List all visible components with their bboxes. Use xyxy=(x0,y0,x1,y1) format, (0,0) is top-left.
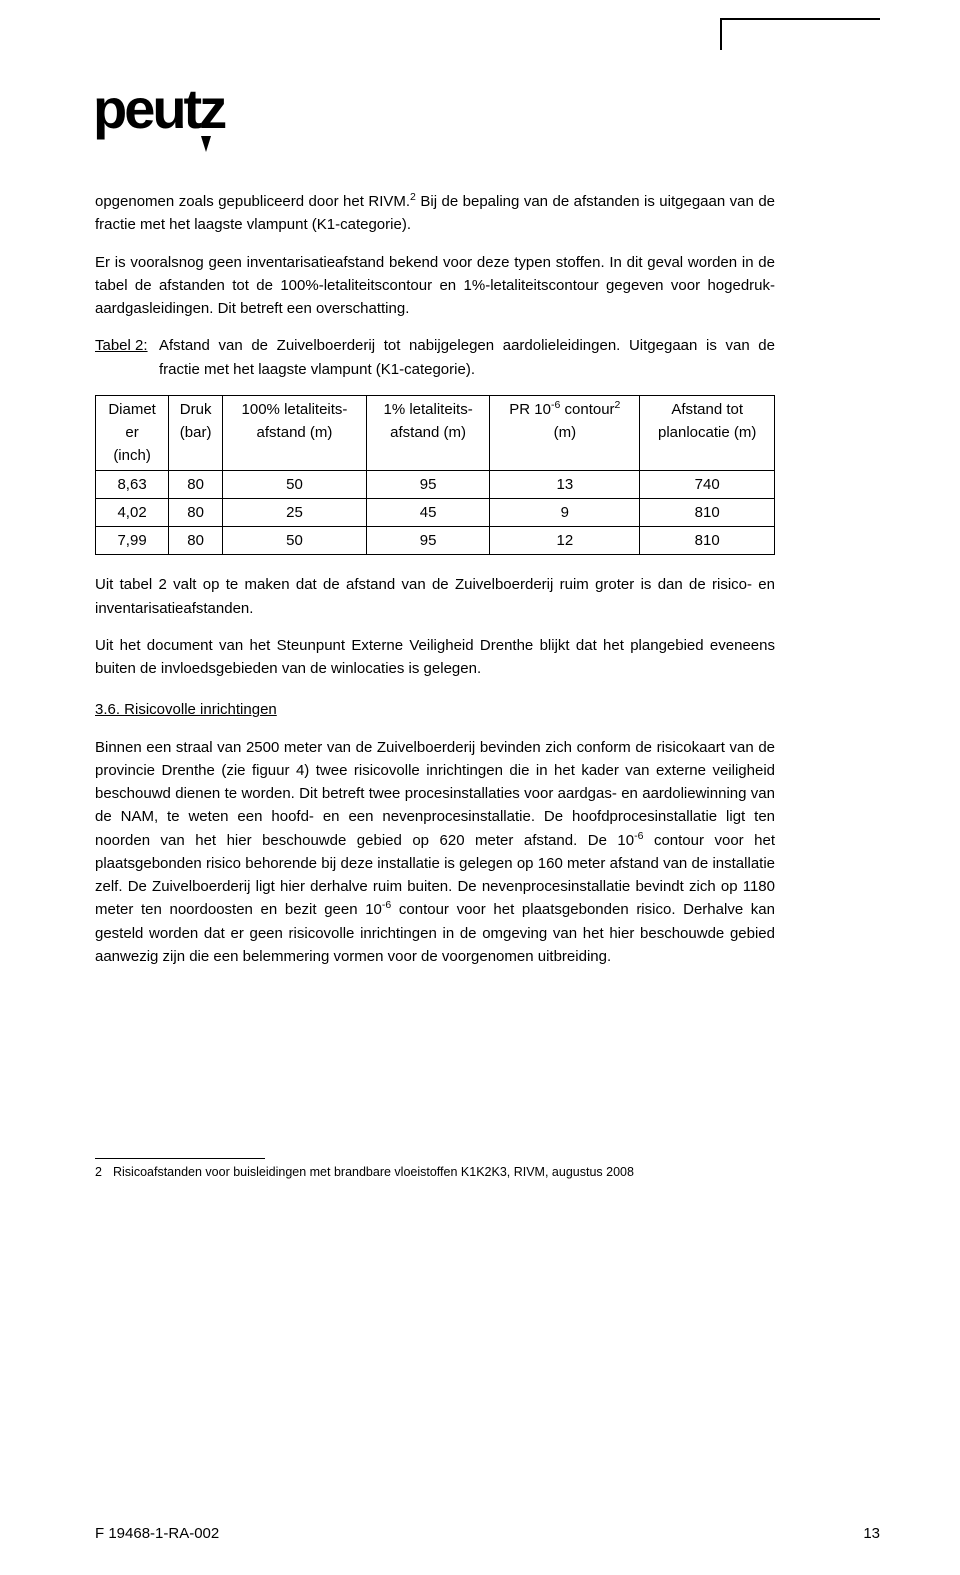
page-footer: F 19468-1-RA-002 13 xyxy=(95,1522,880,1545)
table-row: 8,63 80 50 95 13 740 xyxy=(96,470,775,498)
col-pr-contour: PR 10-6 contour2 (m) xyxy=(490,395,640,470)
col-diameter: Diamet er (inch) xyxy=(96,395,169,470)
table-row: 7,99 80 50 95 12 810 xyxy=(96,527,775,555)
table-2: Diamet er (inch) Druk (bar) 100% letalit… xyxy=(95,395,775,556)
table-2-caption: Tabel 2: Afstand van de Zuivelboerderij … xyxy=(95,334,775,381)
table-row: 4,02 80 25 45 9 810 xyxy=(96,498,775,526)
table-header-row: Diamet er (inch) Druk (bar) 100% letalit… xyxy=(96,395,775,470)
paragraph-5: Binnen een straal van 2500 meter van de … xyxy=(95,736,775,969)
col-1pct: 1% letaliteits- afstand (m) xyxy=(366,395,490,470)
header-rule xyxy=(720,18,880,20)
logo: peutz xyxy=(93,80,880,160)
footer-page-number: 13 xyxy=(863,1522,880,1545)
footnote-num: 2 xyxy=(95,1163,113,1182)
paragraph-4: Uit het document van het Steunpunt Exter… xyxy=(95,634,775,681)
table-2-desc: Afstand van de Zuivelboerderij tot nabij… xyxy=(159,334,775,381)
svg-text:peutz: peutz xyxy=(93,80,225,140)
paragraph-2: Er is vooralsnog geen inventarisatieafst… xyxy=(95,251,775,321)
col-druk: Druk (bar) xyxy=(169,395,223,470)
col-afstand-planlocatie: Afstand tot planlocatie (m) xyxy=(640,395,775,470)
footer-doc-id: F 19468-1-RA-002 xyxy=(95,1522,219,1545)
col-100pct: 100% letaliteits- afstand (m) xyxy=(223,395,367,470)
section-3-6-heading: 3.6. Risicovolle inrichtingen xyxy=(95,698,775,721)
paragraph-1: opgenomen zoals gepubliceerd door het RI… xyxy=(95,190,775,237)
footnote-text: Risicoafstanden voor buisleidingen met b… xyxy=(113,1165,634,1179)
footnote-2: 2Risicoafstanden voor buisleidingen met … xyxy=(95,1163,775,1182)
paragraph-3: Uit tabel 2 valt op te maken dat de afst… xyxy=(95,573,775,620)
table-2-label: Tabel 2: xyxy=(95,334,159,381)
para1a: opgenomen zoals gepubliceerd door het RI… xyxy=(95,193,410,210)
footnote-rule xyxy=(95,1158,265,1159)
body-content: opgenomen zoals gepubliceerd door het RI… xyxy=(95,190,775,1182)
